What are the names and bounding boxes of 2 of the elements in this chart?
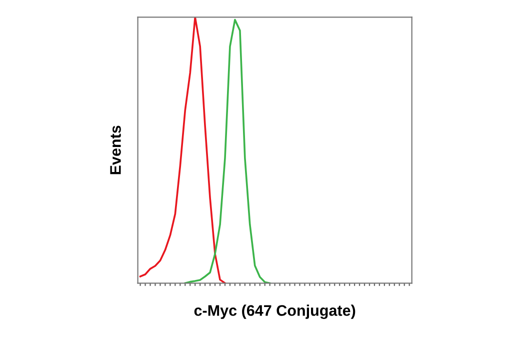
x-axis-title: c-Myc (647 Conjugate) (194, 304, 356, 319)
y-axis-title: Events (110, 126, 121, 174)
